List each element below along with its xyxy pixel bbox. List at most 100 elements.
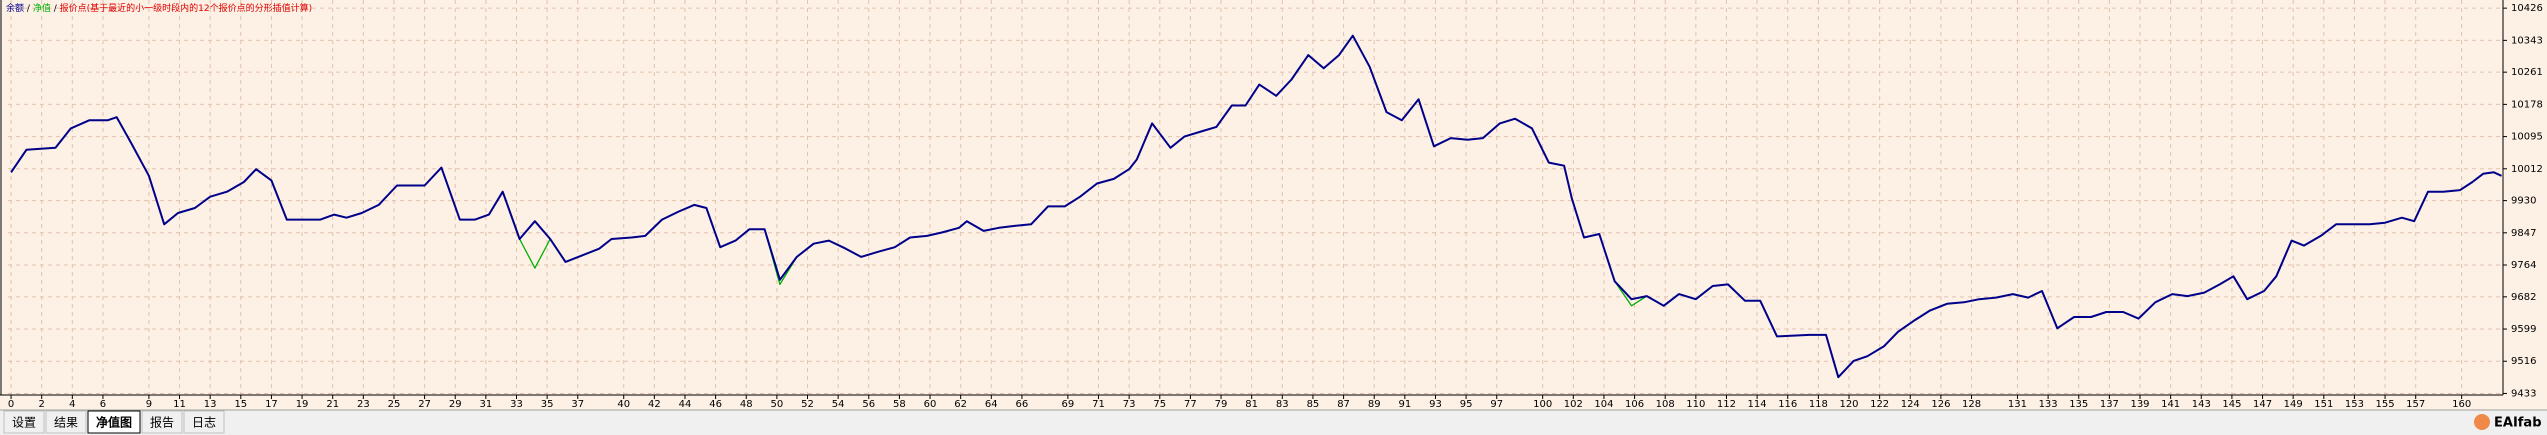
x-tick-label: 97 <box>1490 399 1503 410</box>
y-tick-label: 10343 <box>2511 35 2543 46</box>
x-tick-label: 128 <box>1962 399 1981 410</box>
tab-label[interactable]: 日志 <box>192 416 216 430</box>
x-tick-label: 155 <box>2376 399 2395 410</box>
x-tick-label: 108 <box>1656 399 1675 410</box>
x-tick-label: 147 <box>2253 399 2272 410</box>
x-tick-label: 116 <box>1778 399 1797 410</box>
y-tick-label: 9516 <box>2511 356 2536 367</box>
x-tick-label: 139 <box>2130 399 2149 410</box>
legend-separator: / <box>54 4 58 14</box>
y-tick-label: 9764 <box>2511 260 2536 271</box>
x-tick-label: 75 <box>1153 399 1166 410</box>
tab[interactable] <box>141 410 183 434</box>
x-tick-label: 9 <box>146 399 152 410</box>
x-tick-label: 143 <box>2192 399 2211 410</box>
tab-label[interactable]: 报告 <box>150 415 174 430</box>
x-tick-label: 73 <box>1123 399 1136 410</box>
y-tick-label: 10178 <box>2511 99 2543 110</box>
x-tick-label: 27 <box>418 399 431 410</box>
x-tick-label: 4 <box>69 399 75 410</box>
y-tick-label: 10095 <box>2511 132 2543 143</box>
tab-label[interactable]: 净值图 <box>96 415 132 430</box>
x-tick-label: 100 <box>1533 399 1552 410</box>
x-tick-label: 149 <box>2284 399 2303 410</box>
x-tick-label: 135 <box>2069 399 2088 410</box>
x-tick-label: 19 <box>296 399 309 410</box>
x-tick-label: 71 <box>1092 399 1105 410</box>
x-tick-label: 23 <box>357 399 370 410</box>
tab-label[interactable]: 结果 <box>54 416 78 430</box>
x-tick-label: 118 <box>1809 399 1828 410</box>
x-tick-label: 137 <box>2100 399 2119 410</box>
series-line <box>10 34 2502 379</box>
x-tick-label: 110 <box>1686 399 1705 410</box>
x-tick-label: 2 <box>39 399 45 410</box>
tab[interactable] <box>45 410 87 434</box>
x-tick-label: 21 <box>326 399 339 410</box>
x-tick-label: 46 <box>709 399 722 410</box>
legend-entry: 净值 <box>33 2 51 14</box>
x-tick-label: 56 <box>862 399 875 410</box>
x-tick-label: 58 <box>893 399 906 410</box>
x-tick-label: 114 <box>1748 399 1767 410</box>
x-tick-label: 42 <box>648 399 661 410</box>
x-tick-label: 131 <box>2008 399 2027 410</box>
x-tick-label: 124 <box>1901 399 1920 410</box>
tab-bar <box>0 410 2547 435</box>
x-tick-label: 33 <box>510 399 523 410</box>
y-tick-label: 9682 <box>2511 292 2536 303</box>
x-tick-label: 89 <box>1368 399 1381 410</box>
legend: 余额 / 净值 / 报价点(基于最近的小一级时段内的12个报价点的分形插值计算) <box>6 2 312 14</box>
x-tick-label: 64 <box>985 399 998 410</box>
watermark-icon <box>2474 414 2490 430</box>
x-tick-label: 83 <box>1276 399 1289 410</box>
x-tick-label: 40 <box>617 399 630 410</box>
x-tick-label: 87 <box>1337 399 1350 410</box>
x-tick-label: 91 <box>1398 399 1411 410</box>
x-tick-label: 44 <box>679 399 692 410</box>
x-tick-label: 102 <box>1564 399 1583 410</box>
x-tick-label: 151 <box>2314 399 2333 410</box>
x-tick-label: 95 <box>1460 399 1473 410</box>
x-tick-label: 104 <box>1594 399 1613 410</box>
y-tick-label: 9847 <box>2511 228 2536 239</box>
watermark: EAIfab <box>2494 416 2542 431</box>
x-tick-label: 153 <box>2345 399 2364 410</box>
x-tick-label: 145 <box>2222 399 2241 410</box>
x-tick-label: 52 <box>801 399 814 410</box>
x-tick-label: 17 <box>265 399 278 410</box>
x-tick-label: 31 <box>479 399 492 410</box>
x-tick-label: 106 <box>1625 399 1644 410</box>
tab[interactable] <box>3 410 45 434</box>
legend-separator: / <box>27 4 31 14</box>
y-tick-label: 10261 <box>2511 67 2543 78</box>
x-tick-label: 93 <box>1429 399 1442 410</box>
y-tick-label: 10012 <box>2511 164 2543 175</box>
x-tick-label: 13 <box>204 399 217 410</box>
x-tick-label: 60 <box>924 399 937 410</box>
tab[interactable] <box>87 410 141 434</box>
x-tick-label: 112 <box>1717 399 1736 410</box>
y-tick-label: 9930 <box>2511 196 2536 207</box>
x-tick-label: 11 <box>173 399 186 410</box>
y-tick-label: 10426 <box>2511 3 2543 14</box>
x-tick-label: 126 <box>1931 399 1950 410</box>
x-tick-label: 69 <box>1062 399 1075 410</box>
x-tick-label: 50 <box>771 399 784 410</box>
legend-note: 报价点(基于最近的小一级时段内的12个报价点的分形插值计算) <box>60 2 312 14</box>
legend-entry: 余额 <box>6 2 24 14</box>
tab[interactable] <box>183 410 225 434</box>
x-tick-label: 66 <box>1016 399 1029 410</box>
tab-label[interactable]: 设置 <box>12 416 36 430</box>
x-tick-label: 54 <box>832 399 845 410</box>
x-tick-label: 48 <box>740 399 753 410</box>
x-tick-label: 160 <box>2452 399 2471 410</box>
x-tick-label: 81 <box>1245 399 1258 410</box>
x-tick-label: 79 <box>1215 399 1228 410</box>
x-tick-label: 157 <box>2406 399 2425 410</box>
x-tick-label: 29 <box>449 399 462 410</box>
x-tick-label: 120 <box>1839 399 1858 410</box>
y-tick-label: 9599 <box>2511 324 2536 335</box>
